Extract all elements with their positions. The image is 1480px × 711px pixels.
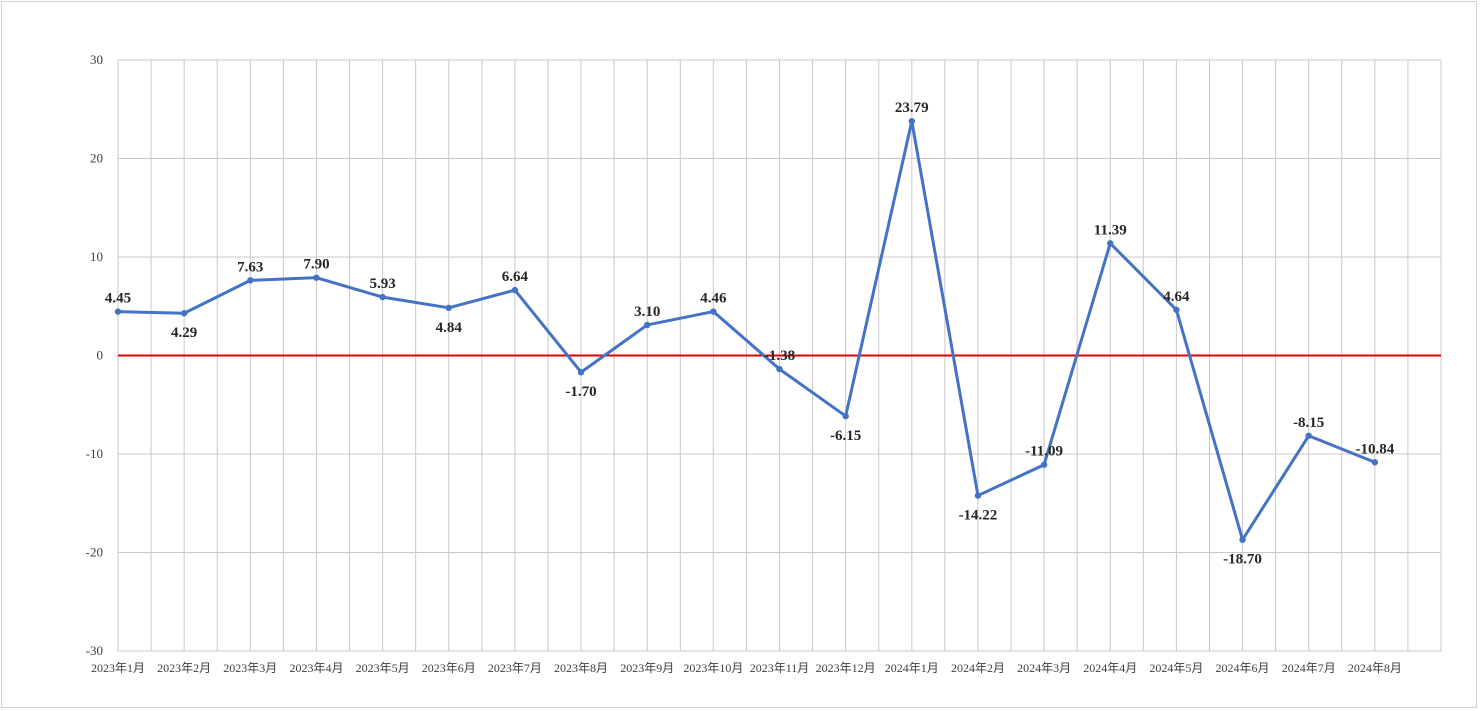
y-tick-label: 20 (90, 151, 103, 166)
x-tick-label: 2024年3月 (1017, 661, 1071, 675)
data-point (313, 274, 320, 281)
data-label: -11.09 (1025, 444, 1063, 460)
x-tick-label: 2024年5月 (1149, 661, 1203, 675)
data-point (908, 117, 915, 125)
y-tick-label: -20 (86, 545, 103, 560)
data-label: 6.64 (502, 269, 529, 285)
data-point (1040, 461, 1048, 468)
data-point (1107, 240, 1114, 247)
y-tick-label: 30 (90, 52, 103, 67)
data-point (1371, 459, 1379, 466)
x-axis-ticks: 2023年1月 2023年2月 2023年3月 2023年4月 2023年5月 2023年… (91, 661, 1402, 675)
y-tick-label: 10 (90, 249, 103, 264)
data-label: 11.39 (1094, 222, 1127, 238)
data-point (180, 310, 188, 317)
data-point (710, 308, 717, 315)
data-point (1239, 536, 1246, 543)
data-label: -10.84 (1355, 441, 1394, 457)
data-label: 4.84 (436, 320, 463, 336)
x-tick-label: 2023年11月 (750, 661, 810, 675)
data-label: -8.15 (1293, 415, 1324, 431)
data-label: 5.93 (369, 276, 395, 292)
data-point (379, 293, 386, 301)
data-label: 4.64 (1163, 289, 1190, 305)
x-tick-label: 2024年4月 (1083, 661, 1137, 675)
data-point (511, 286, 519, 294)
x-tick-label: 2024年7月 (1282, 661, 1336, 675)
series-line (117, 119, 1376, 542)
x-tick-label: 2023年7月 (488, 661, 542, 675)
data-label: -1.38 (764, 348, 795, 364)
data-label: -6.15 (830, 428, 861, 444)
data-point (577, 369, 585, 376)
data-point (776, 365, 783, 373)
x-tick-label: 2023年2月 (157, 661, 211, 675)
x-tick-label: 2023年3月 (223, 661, 277, 675)
data-point (974, 492, 982, 499)
x-tick-label: 2024年8月 (1348, 661, 1402, 675)
data-label: -1.70 (565, 384, 596, 400)
y-tick-label: -30 (86, 643, 103, 658)
x-tick-label: 2024年1月 (885, 661, 939, 675)
data-label: 7.90 (303, 257, 329, 273)
x-tick-label: 2023年9月 (620, 661, 674, 675)
x-tick-label: 2023年10月 (683, 661, 743, 675)
y-axis-ticks: 30 20 10 0 -10 -20 -30 (86, 52, 103, 658)
data-point (445, 304, 452, 312)
data-label-layer: 4.45 4.29 7.63 7.90 5.93 4.84 6.64 -1.70 3.10 4.4… (105, 100, 1395, 568)
x-tick-label: 2023年4月 (289, 661, 343, 675)
data-point (114, 308, 122, 315)
x-tick-label: 2023年6月 (422, 661, 476, 675)
x-tick-label: 2023年12月 (816, 661, 876, 675)
y-tick-label: 0 (97, 348, 104, 363)
data-label: 3.10 (634, 304, 660, 320)
x-tick-label: 2024年6月 (1216, 661, 1270, 675)
data-point (247, 277, 254, 284)
data-label: -14.22 (959, 508, 998, 524)
data-point (1305, 432, 1312, 439)
data-label: 7.63 (237, 259, 263, 275)
x-tick-label: 2023年5月 (356, 661, 410, 675)
data-point (1173, 306, 1180, 313)
y-tick-label: -10 (86, 446, 103, 461)
series-layer (114, 117, 1379, 543)
data-label: 23.79 (895, 100, 929, 116)
x-tick-label: 2024年2月 (951, 661, 1005, 675)
x-tick-label: 2023年1月 (91, 661, 145, 675)
data-point (644, 321, 651, 329)
x-tick-label: 2023年8月 (554, 661, 608, 675)
data-label: 4.29 (171, 325, 197, 341)
data-label: 4.45 (105, 291, 131, 307)
data-label: -18.70 (1223, 552, 1262, 568)
data-point (842, 412, 849, 420)
data-label: 4.46 (700, 291, 727, 307)
